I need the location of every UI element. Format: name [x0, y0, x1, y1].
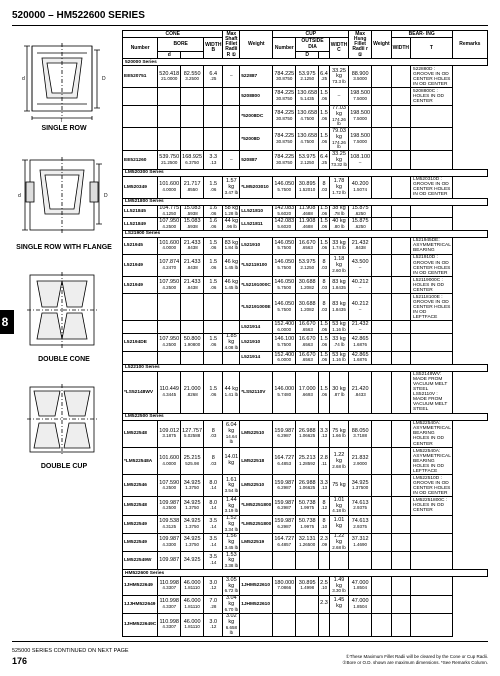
diagram-double-cone: DOUBLE CONE [12, 269, 116, 363]
svg-text:D: D [104, 193, 108, 199]
svg-text:d: d [22, 76, 25, 82]
svg-text:T: T [60, 118, 63, 123]
footnotes: ①These Maximum Fillet Radii will be clea… [342, 654, 488, 666]
page-number: 176 [12, 656, 129, 666]
page-title: 520000 – HM522600 SERIES [12, 10, 488, 21]
diagram-single-row: d D T SINGLE ROW [12, 38, 116, 132]
diagrams-column: d D T SINGLE ROW [12, 30, 122, 637]
svg-text:D: D [102, 76, 106, 82]
diagram-double-cup: DOUBLE CUP [12, 381, 116, 470]
diagram-single-row-flange: d D SINGLE ROW WITH FLANGE [12, 152, 116, 251]
chapter-tab: 8 [0, 310, 14, 334]
svg-text:d: d [18, 193, 21, 199]
continuation-note: 525000 SERIES CONTINUED ON NEXT PAGE [12, 648, 129, 654]
bearing-data-table: CONE Max Shaft Fillet Radii R ① Weight C… [122, 30, 488, 637]
